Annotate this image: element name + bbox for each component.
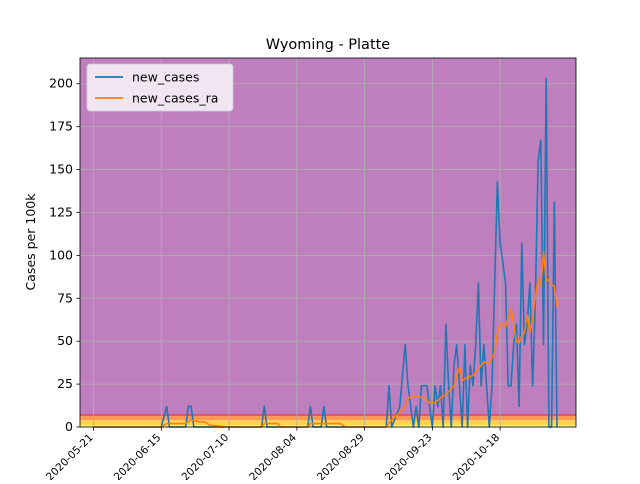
- chart-title: Wyoming - Platte: [266, 37, 391, 53]
- y-tick-label-7: 175: [49, 119, 73, 134]
- x-tick-label-1: 2020-06-15: [112, 432, 164, 480]
- series-line-new-cases-ra: [93, 251, 558, 428]
- risk-band-0: [80, 425, 576, 427]
- y-tick-label-8: 200: [49, 76, 73, 91]
- y-tick-label-2: 50: [57, 333, 73, 348]
- x-tick-label-4: 2020-08-29: [315, 432, 367, 480]
- series-line-new-cases: [93, 77, 558, 428]
- legend: new_cases new_cases_ra: [86, 63, 234, 112]
- x-tick-label-3: 2020-08-04: [247, 431, 299, 480]
- risk-band-1: [80, 420, 576, 426]
- y-axis-label: Cases per 100k: [23, 193, 38, 291]
- x-tick-label-5: 2020-09-23: [383, 432, 435, 480]
- risk-band-3: [80, 58, 576, 415]
- legend-box: [86, 63, 234, 112]
- plot-area: 0 25 50 75 100 125 150 175 200 2020-05-21 2020-06-…: [44, 57, 577, 483]
- legend-label-new-cases: new_cases: [132, 70, 199, 85]
- y-tick-label-4: 100: [49, 247, 73, 262]
- x-tick-label-0: 2020-05-21: [44, 432, 96, 480]
- y-tick-label-3: 75: [57, 290, 73, 305]
- axes-frame: [79, 57, 577, 428]
- risk-band-2: [80, 414, 576, 421]
- x-tick-label-6: 2020-10-18: [451, 432, 503, 480]
- y-tick-label-0: 0: [65, 419, 73, 434]
- x-tick-label-2: 2020-07-10: [180, 432, 232, 480]
- y-tick-label-5: 125: [49, 204, 73, 219]
- legend-label-new-cases-ra: new_cases_ra: [132, 91, 218, 106]
- y-tick-label-6: 150: [49, 162, 73, 177]
- y-tick-label-1: 25: [57, 376, 73, 391]
